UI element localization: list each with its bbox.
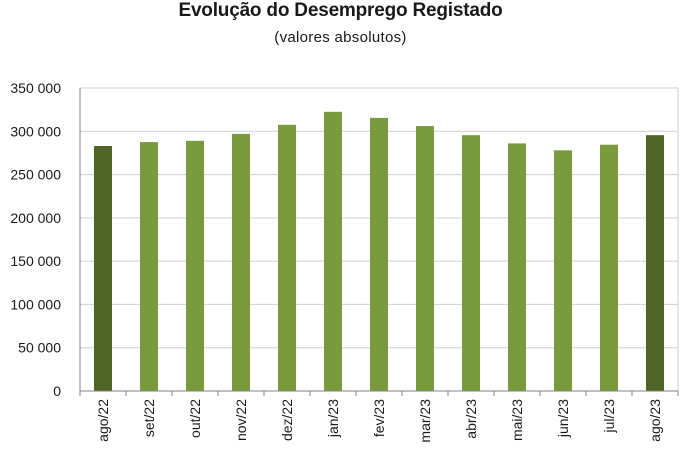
x-tick-label: dez/22 <box>279 399 295 441</box>
y-tick-label: 100 000 <box>10 296 61 312</box>
x-tick-labels: ago/22 set/22 out/22 nov/22 dez/22 jan/23 fev/… <box>95 399 663 443</box>
x-tick-label: abr/23 <box>463 399 479 439</box>
bar-dez-22 <box>278 124 296 392</box>
x-tick-label: ago/23 <box>647 399 663 442</box>
y-tick-label: 200 000 <box>10 210 61 226</box>
y-tick-label: 150 000 <box>10 253 61 269</box>
x-tick-label: fev/23 <box>371 399 387 437</box>
bar-ago-23 <box>646 135 664 391</box>
bar-abr-23 <box>462 135 480 391</box>
bar-fev-23 <box>370 117 388 392</box>
bar-out-22 <box>186 140 204 391</box>
bar-jul-23 <box>600 144 618 391</box>
y-tick-labels: 0 50 000 100 000 150 000 200 000 250 000 300 0… <box>10 80 61 399</box>
bar-ago-22 <box>94 146 112 391</box>
y-tick-label: 250 000 <box>10 167 61 183</box>
x-tick-label: out/22 <box>187 399 203 438</box>
axes <box>79 88 679 396</box>
x-tick-label: ago/22 <box>95 399 111 442</box>
y-tick-label: 300 000 <box>10 123 61 139</box>
bar-mai-23 <box>508 143 526 391</box>
y-tick-label: 0 <box>53 383 61 399</box>
bar-mar-23 <box>416 126 434 391</box>
x-tick-label: mar/23 <box>417 399 433 443</box>
bar-jun-23 <box>554 150 572 391</box>
bar-jan-23 <box>324 111 342 392</box>
bars <box>94 111 664 392</box>
x-tick-label: nov/22 <box>233 399 249 441</box>
bar-set-22 <box>140 142 158 391</box>
x-tick-label: mai/23 <box>509 399 525 441</box>
x-tick-label: jul/23 <box>601 399 617 434</box>
chart-title: Evolução do Desemprego Registado <box>178 0 503 21</box>
x-tick-label: set/22 <box>141 399 157 437</box>
chart-subtitle: (valores absolutos) <box>274 29 407 46</box>
bar-nov-22 <box>232 133 250 391</box>
y-tick-label: 50 000 <box>18 340 61 356</box>
x-tick-label: jun/23 <box>555 399 571 438</box>
y-tick-label: 350 000 <box>10 80 61 96</box>
x-tick-label: jan/23 <box>325 399 341 438</box>
